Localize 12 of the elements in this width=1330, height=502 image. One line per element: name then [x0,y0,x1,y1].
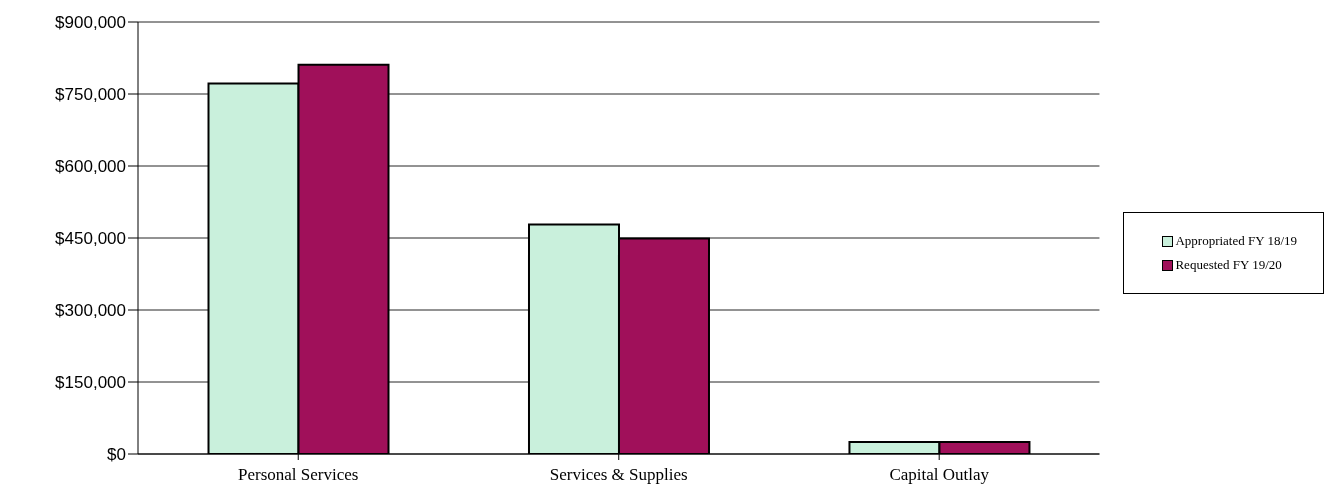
legend-label: Appropriated FY 18/19 [1175,233,1297,249]
y-tick-label: $750,000 [55,85,126,105]
y-tick-label: $900,000 [55,13,126,33]
y-tick-label: $150,000 [55,373,126,393]
y-tick-label: $450,000 [55,229,126,249]
x-tick-label: Capital Outlay [889,465,990,485]
x-tick-label: Personal Services [238,465,359,485]
y-tick-label: $600,000 [55,157,126,177]
y-tick-label: $0 [107,445,126,465]
y-tick-label: $300,000 [55,301,126,321]
legend-label: Requested FY 19/20 [1175,257,1282,273]
x-tick-label: Services & Supplies [549,465,688,485]
